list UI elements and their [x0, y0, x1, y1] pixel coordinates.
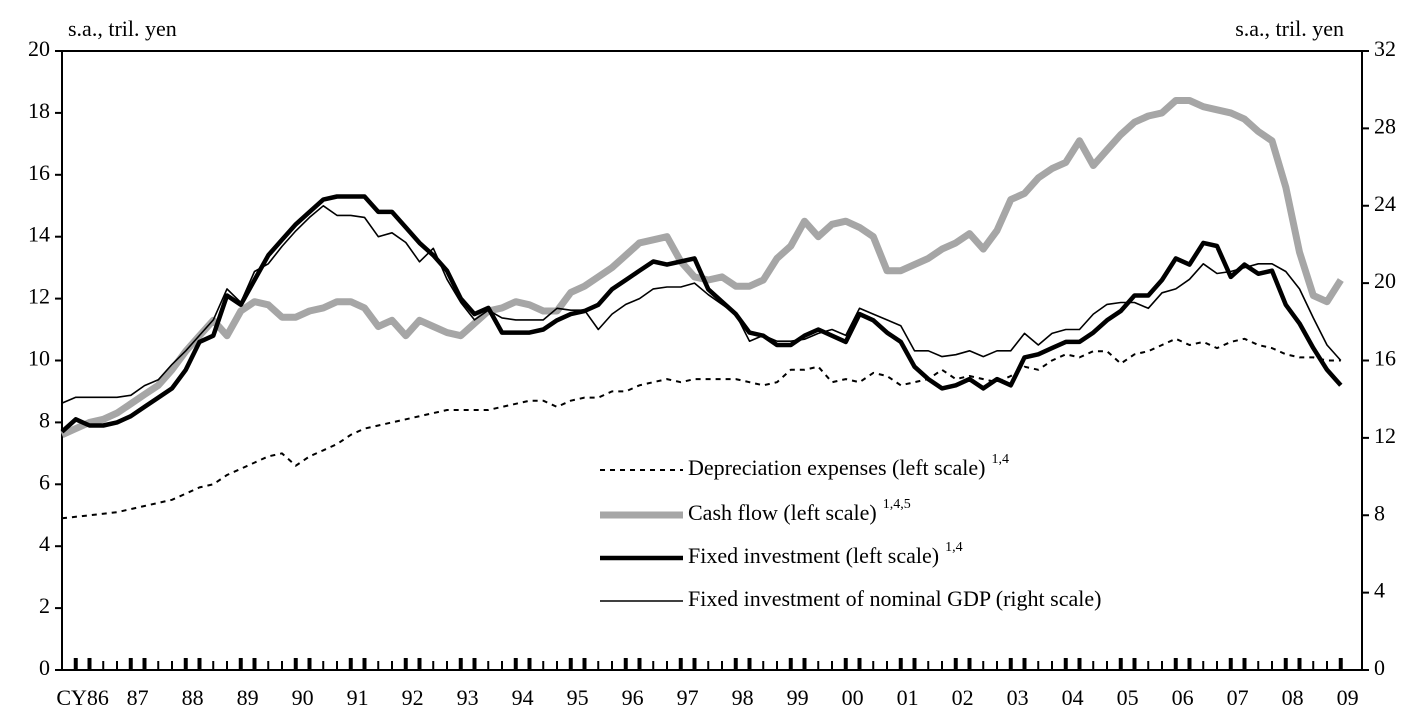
legend-label: Fixed investment of nominal GDP (right s… [688, 586, 1101, 611]
x-tick-label: 97 [677, 685, 699, 710]
x-tick-label: 04 [1062, 685, 1084, 710]
x-tick-label: 08 [1282, 685, 1304, 710]
y-tick-label: 12 [28, 284, 50, 309]
legend-name: Depreciation expenses (left scale) [688, 455, 985, 480]
series-line [60, 194, 1343, 434]
legend-footnote: 1,4 [945, 540, 963, 555]
y2-tick-label: 24 [1374, 191, 1396, 216]
y-tick-label: 8 [39, 407, 50, 432]
y2-tick-label: 32 [1374, 36, 1396, 61]
x-tick-label: 94 [512, 685, 534, 710]
y2-tick-label: 20 [1374, 268, 1396, 293]
y2-tick-label: 4 [1374, 578, 1385, 603]
x-tick-label: 87 [127, 685, 149, 710]
y-tick-label: 4 [39, 531, 50, 556]
x-tick-label: 02 [952, 685, 974, 710]
x-tick-label: 95 [567, 685, 589, 710]
y2-tick-label: 16 [1374, 346, 1396, 371]
x-tick-label: 01 [897, 685, 919, 710]
series-line [61, 205, 1342, 404]
legend-label: Fixed investment (left scale) 1,4 [688, 540, 963, 568]
x-tick-label: 92 [402, 685, 424, 710]
x-tick-label: 88 [182, 685, 204, 710]
x-tick-label: 98 [732, 685, 754, 710]
x-tick-label: 93 [457, 685, 479, 710]
y-tick-label: 18 [28, 98, 50, 123]
y2-tick-label: 12 [1374, 423, 1396, 448]
x-tick-label: 96 [622, 685, 644, 710]
legend-footnote: 1,4 [991, 452, 1009, 467]
y2-tick-label: 28 [1374, 113, 1396, 138]
legend-label: Depreciation expenses (left scale) 1,4 [688, 452, 1009, 480]
x-tick-label: 89 [237, 685, 259, 710]
x-tick-label: 00 [842, 685, 864, 710]
plot-frame [61, 50, 1363, 671]
legend-label: Cash flow (left scale) 1,4,5 [688, 497, 911, 525]
x-tick-label: 06 [1172, 685, 1194, 710]
y-axis-label: s.a., tril. yen [68, 16, 177, 41]
y-tick-label: 2 [39, 593, 50, 618]
x-tick-label: 91 [347, 685, 369, 710]
x-tick-label: 99 [787, 685, 809, 710]
y2-axis-label: s.a., tril. yen [1235, 16, 1344, 41]
y-tick-label: 16 [28, 160, 50, 185]
x-tick-label: 07 [1227, 685, 1249, 710]
legend-footnote: 1,4,5 [883, 497, 911, 512]
y2-tick-label: 0 [1374, 655, 1385, 680]
y-tick-label: 20 [28, 36, 50, 61]
legend-name: Fixed investment of nominal GDP (right s… [688, 586, 1101, 611]
series-line [61, 337, 1341, 520]
x-tick-label: 90 [292, 685, 314, 710]
legend-name: Fixed investment (left scale) [688, 543, 939, 568]
x-tick-label: 05 [1117, 685, 1139, 710]
y-tick-label: 14 [28, 222, 50, 247]
legend-name: Cash flow (left scale) [688, 500, 877, 525]
y-tick-label: 10 [28, 346, 50, 371]
x-tick-label: 03 [1007, 685, 1029, 710]
y-tick-label: 0 [39, 655, 50, 680]
series-line [60, 97, 1344, 438]
y2-tick-label: 8 [1374, 500, 1385, 525]
y-tick-label: 6 [39, 469, 50, 494]
x-tick-label: 09 [1337, 685, 1359, 710]
x-tick-label: CY86 [56, 685, 109, 710]
